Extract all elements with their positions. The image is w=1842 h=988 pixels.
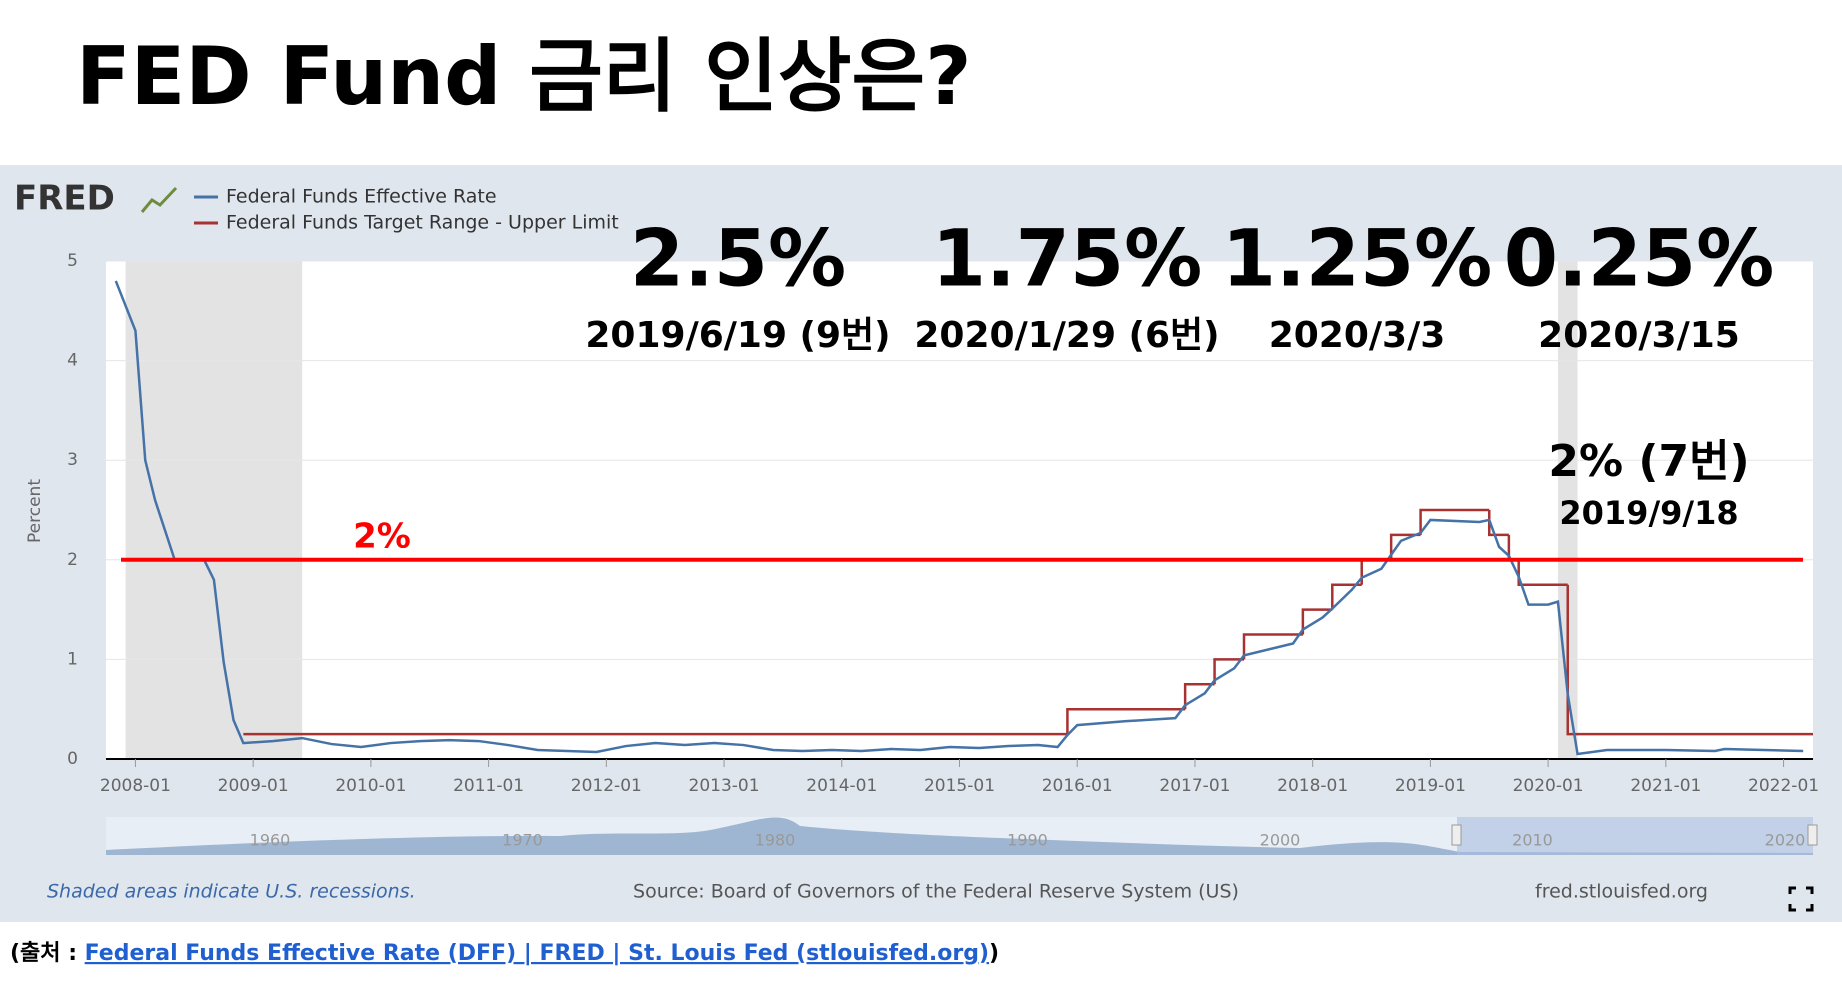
annotation-date: 2020/1/29 (6번) (914, 315, 1219, 356)
annotation-value: 1.75% (932, 214, 1203, 304)
step-segment (1331, 583, 1362, 610)
y-tick-label: 3 (67, 450, 78, 470)
recession-band (1557, 261, 1578, 759)
navigator-label: 1960 (250, 831, 291, 850)
step-segment (1242, 633, 1303, 660)
step-segment (1419, 508, 1490, 535)
navigator-label: 1980 (755, 831, 796, 850)
x-tick-label: 2021-01 (1630, 776, 1701, 796)
step-segment (1389, 533, 1421, 560)
navigator-label: 2020 (1765, 831, 1806, 850)
step-segment (1566, 584, 1813, 736)
navigator-handle[interactable] (1807, 824, 1818, 846)
annotation-date: 2020/3/15 (1538, 315, 1740, 356)
series-line (114, 280, 1804, 756)
source-note: Source: Board of Governors of the Federa… (633, 881, 1239, 903)
navigator: 1960 1970 1980 1990 2000 2010 2020 (106, 817, 1818, 855)
expand-icon[interactable] (1788, 886, 1814, 912)
x-tick-label: 2019-01 (1395, 776, 1466, 796)
navigator-area (106, 817, 1813, 855)
navigator-selection[interactable] (1457, 817, 1813, 855)
x-tick-label: 2009-01 (218, 776, 289, 796)
citation-link[interactable]: Federal Funds Effective Rate (DFF) | FRE… (85, 941, 989, 966)
citation-suffix: ) (989, 941, 999, 966)
x-tick-label: 2013-01 (689, 776, 760, 796)
step-segment (1066, 707, 1186, 735)
navigator-label: 1990 (1007, 831, 1048, 850)
annotation-date: 2019/6/19 (9번) (585, 315, 890, 356)
annotation-value: 1.25% (1222, 214, 1493, 304)
step-segment (1183, 683, 1215, 710)
step-segment (1213, 658, 1244, 685)
plot-area (106, 261, 1813, 759)
legend-label: Federal Funds Target Range - Upper Limit (226, 212, 619, 234)
x-tick-label: 2020-01 (1513, 776, 1584, 796)
x-tick-label: 2008-01 (100, 776, 171, 796)
step-segment (1301, 608, 1333, 635)
navigator-label: 1970 (502, 831, 543, 850)
x-tick-label: 2018-01 (1277, 776, 1348, 796)
y-tick-label: 2 (67, 550, 78, 570)
annotation-date: 2020/3/3 (1269, 315, 1446, 356)
annotation-value: 2% (7번) (1548, 436, 1749, 487)
y-tick-label: 4 (67, 351, 78, 371)
step-segment (1488, 510, 1509, 537)
citation: (출처 : Federal Funds Effective Rate (DFF)… (10, 941, 999, 966)
y-axis-label: Percent (25, 479, 45, 543)
x-tick-label: 2017-01 (1159, 776, 1230, 796)
navigator-handle[interactable] (1451, 824, 1462, 846)
x-tick-label: 2015-01 (924, 776, 995, 796)
recession-note: Shaded areas indicate U.S. recessions. (47, 881, 416, 903)
x-tick-label: 2022-01 (1748, 776, 1819, 796)
logo-icon (140, 186, 178, 213)
citation-prefix: (출처 : (10, 941, 85, 966)
x-tick-label: 2011-01 (453, 776, 524, 796)
recession-band (125, 261, 303, 759)
annotation-value: 2.5% (630, 214, 846, 304)
navigator-label: 2000 (1260, 831, 1301, 850)
annotation-value: 0.25% (1504, 214, 1775, 304)
y-tick-label: 5 (67, 251, 78, 271)
x-tick-label: 2014-01 (806, 776, 877, 796)
brand-logo: FRED (14, 179, 115, 219)
site-note: fred.stlouisfed.org (1535, 881, 1708, 903)
reference-label: 2% (353, 517, 411, 557)
x-tick-label: 2016-01 (1042, 776, 1113, 796)
y-tick-label: 1 (67, 649, 78, 669)
y-tick-label: 0 (67, 749, 78, 769)
annotation-date: 2019/9/18 (1559, 494, 1738, 532)
step-segment (1517, 559, 1568, 586)
slide-title: FED Fund 금리 인상은? (76, 30, 972, 123)
legend-label: Federal Funds Effective Rate (226, 186, 497, 208)
x-tick-label: 2010-01 (335, 776, 406, 796)
navigator-label: 2010 (1512, 831, 1553, 850)
x-tick-label: 2012-01 (571, 776, 642, 796)
